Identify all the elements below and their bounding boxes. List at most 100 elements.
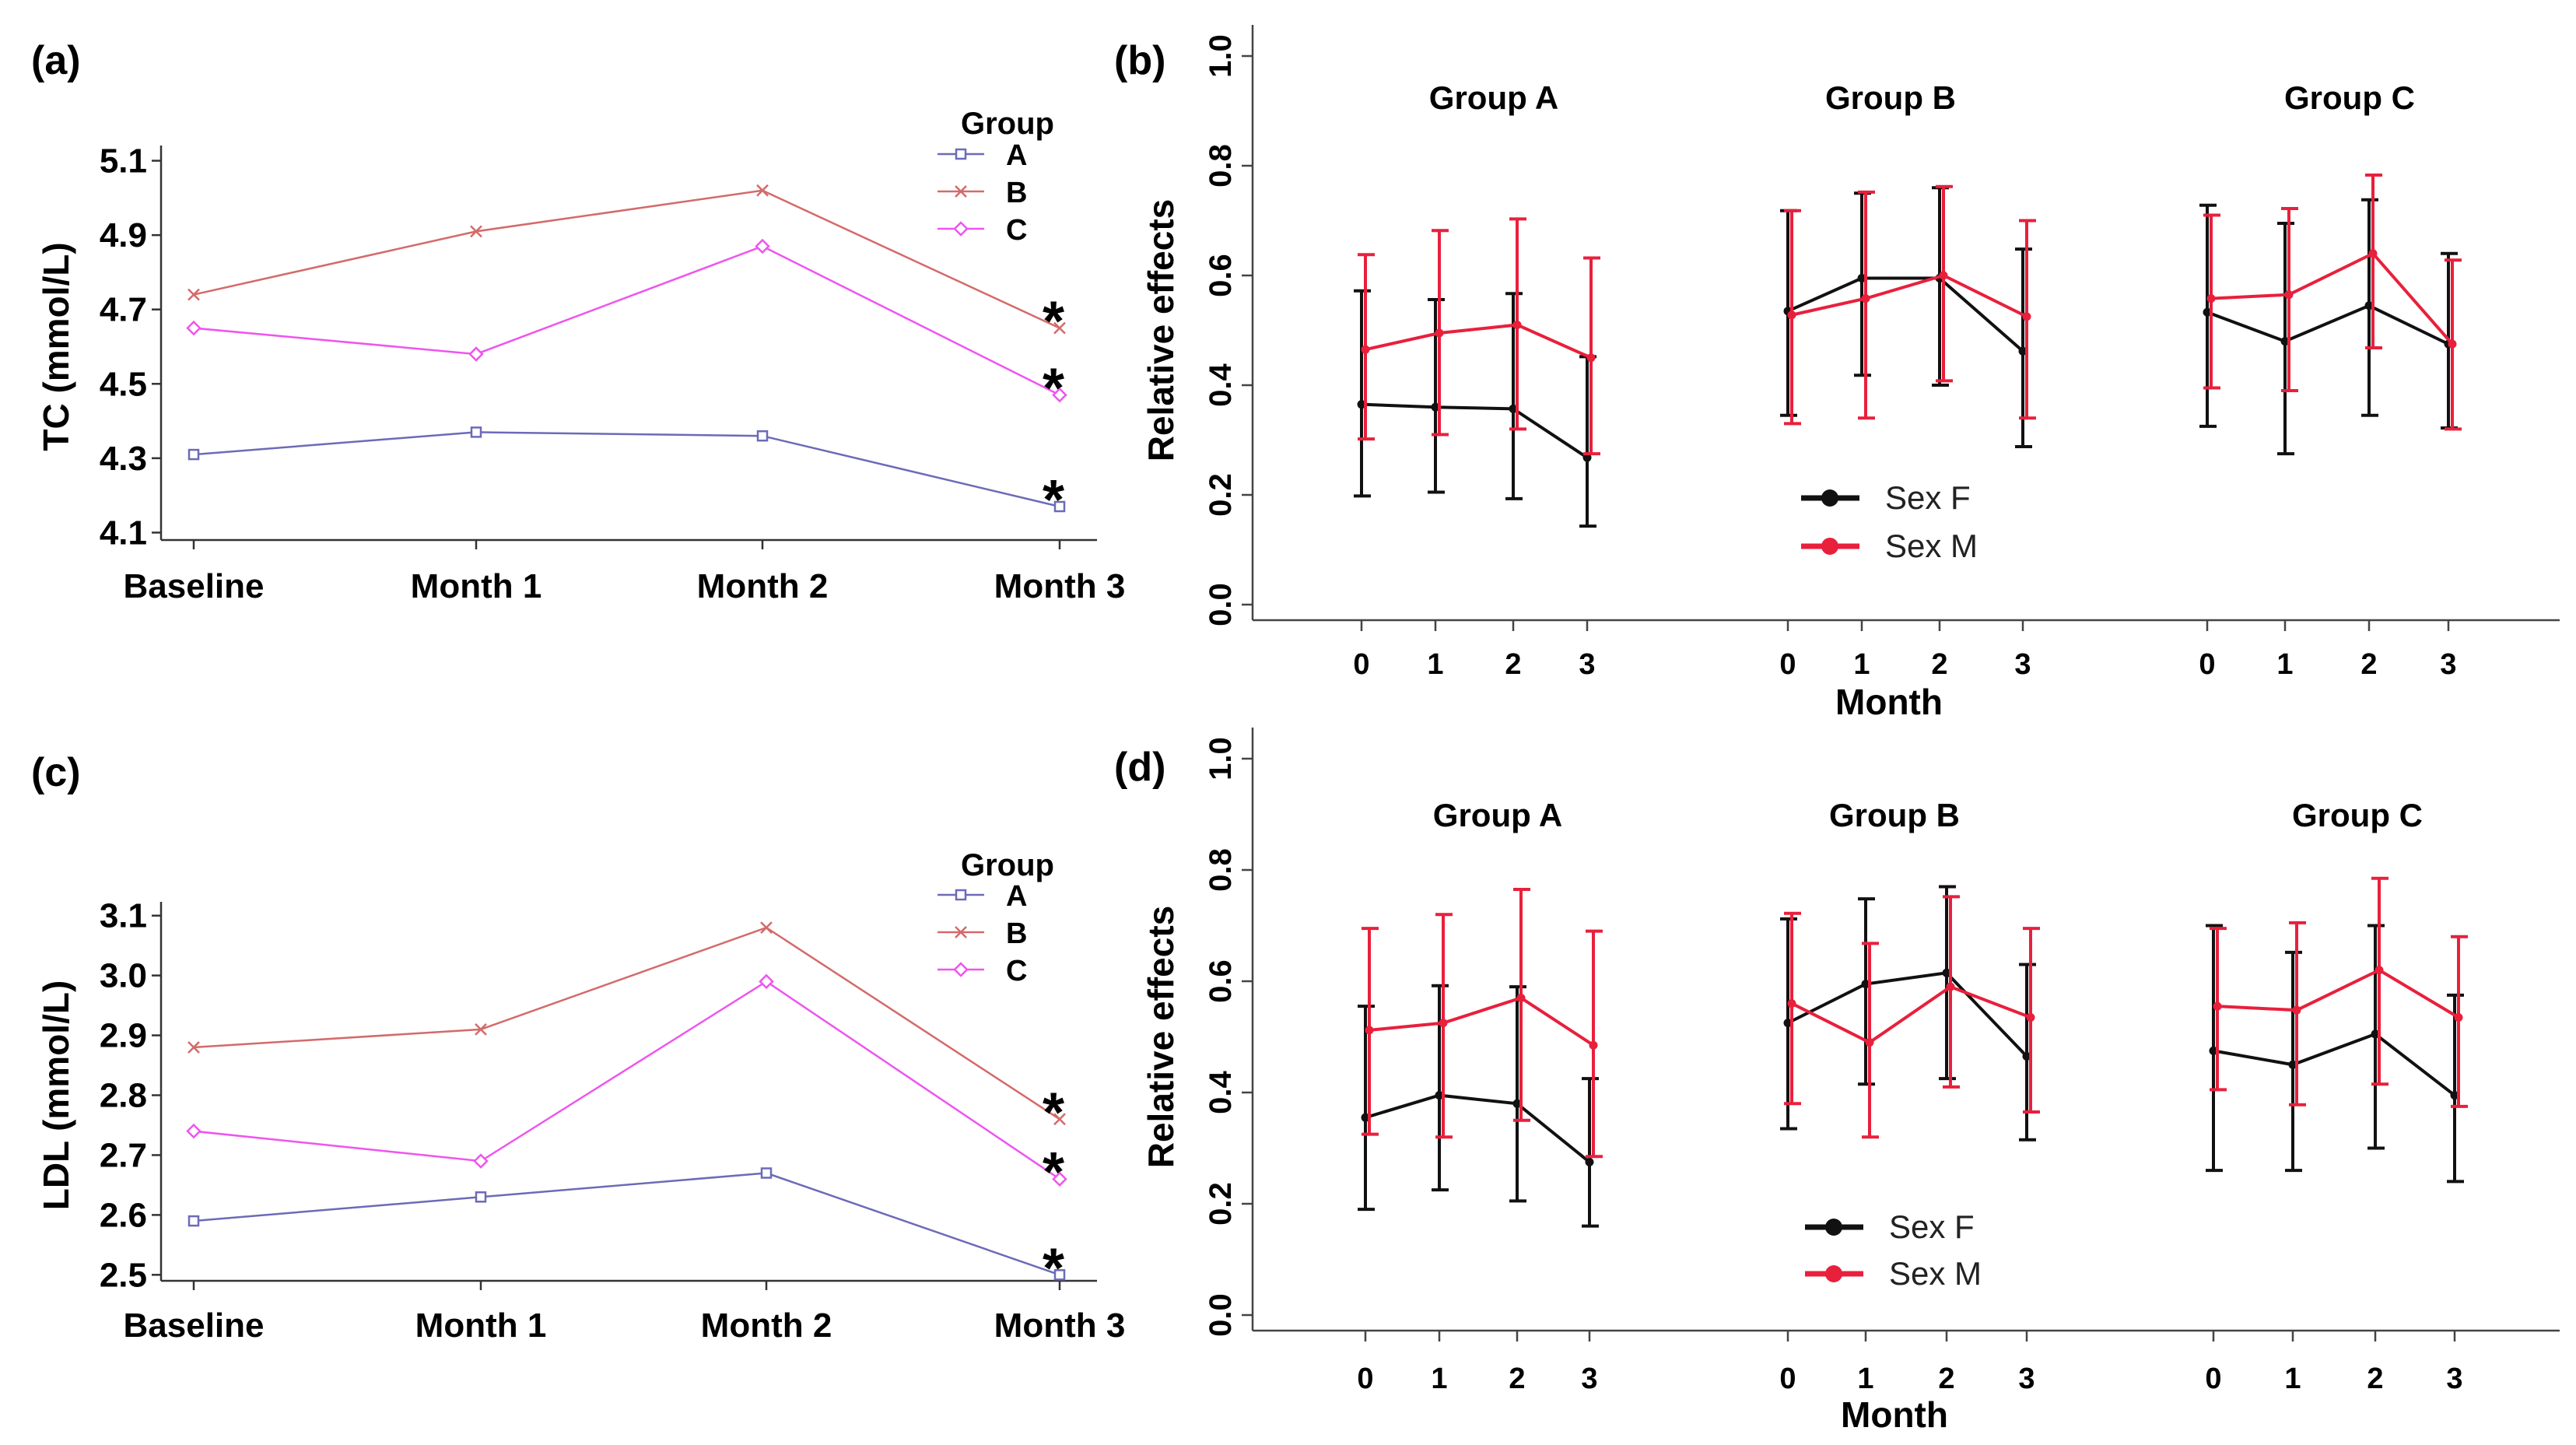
data-point xyxy=(1787,310,1796,320)
y-tick-label: 4.1 xyxy=(100,514,147,552)
y-tick-label: 0.2 xyxy=(1204,473,1238,517)
data-point xyxy=(2364,301,2374,310)
panel-label: (d) xyxy=(1114,745,1165,790)
legend-marker xyxy=(953,221,969,237)
x-tick-label: 0 xyxy=(1779,1363,1796,1395)
data-point xyxy=(2280,337,2290,346)
y-tick-label: 0.0 xyxy=(1204,583,1238,626)
x-tick-label: 0 xyxy=(1357,1363,1373,1395)
legend-label: C xyxy=(1006,955,1027,987)
data-point xyxy=(1586,353,1596,363)
series-line-sex-M xyxy=(1369,996,1595,1047)
significance-star: * xyxy=(1043,469,1064,531)
y-axis-label: Relative effects xyxy=(1141,906,1181,1169)
series-line-sex-M xyxy=(1791,273,2028,318)
y-tick-label: 0.4 xyxy=(1204,363,1238,406)
significance-star: * xyxy=(1043,358,1064,420)
data-point xyxy=(2213,1001,2222,1011)
x-tick-label: Month 2 xyxy=(701,1306,832,1345)
legend-label: A xyxy=(1006,139,1027,172)
x-tick-label: Month 2 xyxy=(697,567,829,605)
data-point xyxy=(1431,402,1440,412)
data-point xyxy=(1357,400,1366,409)
group-title: Group A xyxy=(1433,797,1562,833)
legend-title: Group xyxy=(961,848,1054,882)
x-tick-label: 3 xyxy=(1579,648,1595,681)
data-point xyxy=(2284,290,2294,300)
data-point xyxy=(1585,1157,1594,1166)
data-point xyxy=(2374,966,2384,975)
group-1: Group A 0 1 2 3 xyxy=(1357,797,1603,1395)
legend-marker xyxy=(1825,1219,1842,1236)
legend-marker xyxy=(955,185,967,198)
legend-title: Group xyxy=(961,107,1054,141)
y-axis-label: Relative effects xyxy=(1141,199,1181,462)
group-title: Group C xyxy=(2292,797,2423,833)
legend-label: B xyxy=(1006,917,1027,950)
legend-label: C xyxy=(1006,214,1027,247)
x-tick-label: 1 xyxy=(2276,648,2293,681)
data-point xyxy=(2371,1029,2380,1039)
x-tick-label: 2 xyxy=(1938,1363,1954,1395)
series-line-sex-M xyxy=(2210,251,2454,345)
legend-marker xyxy=(1825,1265,1842,1282)
series-line-B xyxy=(193,926,1060,1121)
group-3: Group C 0 1 2 3 xyxy=(2199,79,2462,681)
y-tick-label: 1.0 xyxy=(1204,34,1238,78)
data-point xyxy=(1435,328,1444,338)
series-line-sex-F xyxy=(1365,1093,1591,1163)
data-point xyxy=(186,1123,202,1139)
significance-star: * xyxy=(1043,1237,1064,1299)
x-tick-label: 0 xyxy=(2205,1363,2221,1395)
data-point xyxy=(1857,274,1866,283)
data-point xyxy=(2209,1046,2218,1055)
series-line-A xyxy=(193,431,1060,508)
y-tick-label: 0.8 xyxy=(1204,848,1238,892)
data-point xyxy=(1439,1019,1448,1028)
data-point xyxy=(186,320,202,336)
y-tick-label: 4.9 xyxy=(100,216,147,254)
x-axis-label: Month xyxy=(1835,682,1943,722)
legend-marker xyxy=(955,889,967,901)
group-3: Group C 0 1 2 3 xyxy=(2205,797,2468,1395)
y-tick-label: 0.8 xyxy=(1204,144,1238,188)
data-point xyxy=(759,973,774,990)
data-point xyxy=(1053,500,1066,513)
data-point xyxy=(2454,1012,2463,1022)
data-point xyxy=(1861,294,1870,303)
data-point xyxy=(2368,249,2378,258)
data-point xyxy=(2292,1005,2301,1015)
x-tick-label: Month 3 xyxy=(994,1306,1126,1345)
x-tick-label: 1 xyxy=(1853,648,1870,681)
data-point xyxy=(1589,1040,1598,1050)
group-title: Group C xyxy=(2284,79,2415,116)
legend-label: Sex F xyxy=(1885,479,1971,516)
series-line-C xyxy=(193,245,1060,396)
x-tick-label: 2 xyxy=(1509,1363,1525,1395)
panel-d: (d) 0.0 0.2 0.4 0.6 0.8 1.0 Relative effects Mon… xyxy=(1114,728,2560,1435)
data-point xyxy=(756,430,769,442)
panel-b: (b) 0.0 0.2 0.4 0.6 0.8 1.0 Relative effects Mon… xyxy=(1114,25,2560,722)
data-point xyxy=(188,288,200,301)
data-point xyxy=(2450,1091,2459,1100)
data-point xyxy=(1435,1091,1444,1100)
x-tick-label: 1 xyxy=(2284,1363,2301,1395)
x-tick-label: 0 xyxy=(1779,648,1796,681)
y-axis-label: TC (mmol/L) xyxy=(36,242,76,451)
data-point xyxy=(188,1041,200,1054)
series-line-C xyxy=(193,980,1060,1180)
y-tick-label: 2.5 xyxy=(100,1256,147,1294)
data-point xyxy=(755,238,770,254)
data-point xyxy=(475,1191,487,1203)
data-point xyxy=(470,225,482,238)
data-point xyxy=(1361,345,1370,354)
x-tick-label: 2 xyxy=(1931,648,1947,681)
x-axis-label: Month xyxy=(1841,1394,1948,1435)
data-point xyxy=(1052,387,1067,403)
data-point xyxy=(475,1022,487,1036)
data-point xyxy=(188,448,200,461)
data-point xyxy=(1946,982,1955,991)
group-2: Group B 0 1 2 3 xyxy=(1779,797,2040,1395)
data-point xyxy=(1053,1269,1066,1281)
data-point xyxy=(473,1153,489,1169)
